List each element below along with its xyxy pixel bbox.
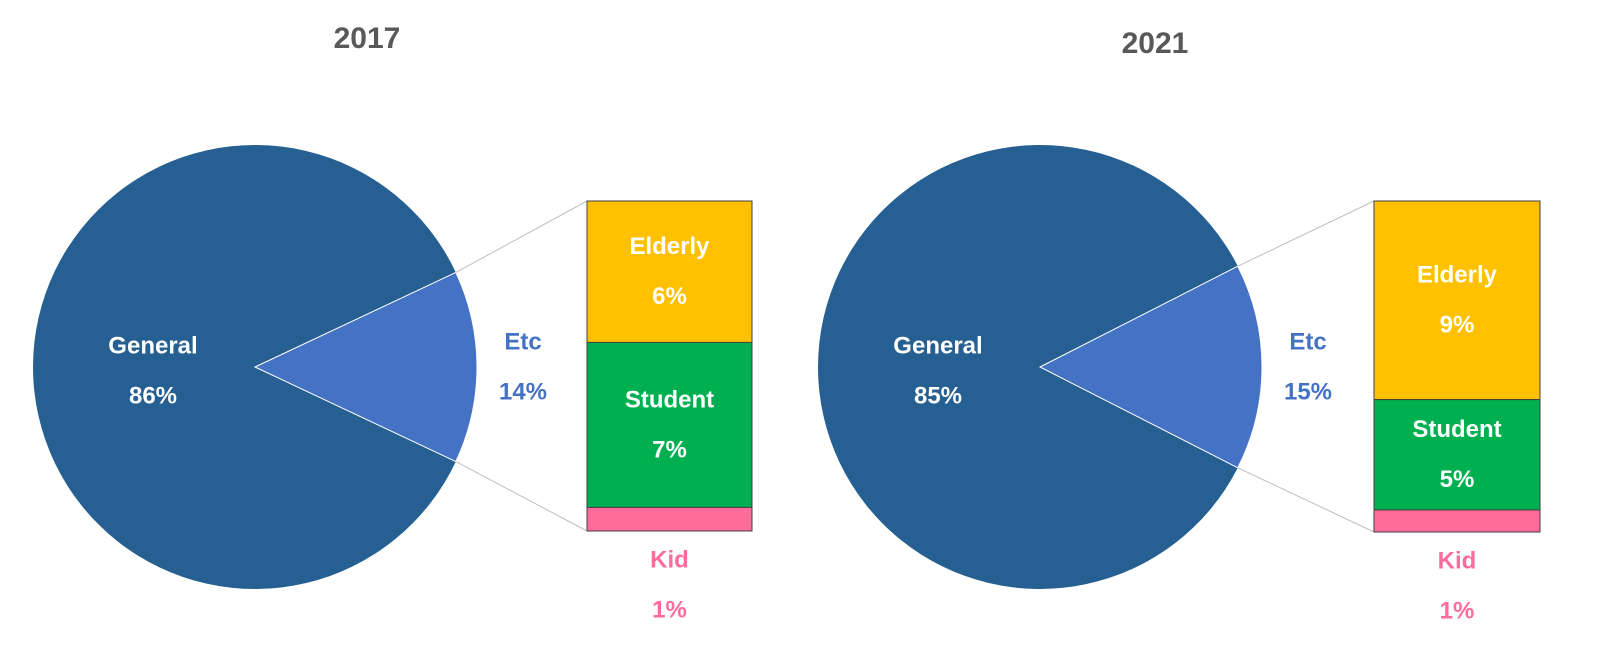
- pie-slice: [33, 145, 456, 589]
- bar-segment: [1373, 399, 1541, 511]
- pie-slice: [1038, 265, 1263, 469]
- segment-label: Kid: [650, 546, 689, 573]
- segment-value-label: 7%: [652, 436, 687, 463]
- chart-title: 2017: [334, 22, 401, 55]
- segment-value-label: 9%: [1440, 312, 1475, 339]
- bar-segment: [1373, 509, 1541, 533]
- connector: [1237, 200, 1375, 267]
- segment-label: Student: [1412, 416, 1501, 443]
- segment-value-label: 1%: [1440, 597, 1475, 624]
- pie-slice: [253, 271, 478, 463]
- bar-segment: [586, 200, 753, 343]
- bar-segment: [586, 341, 753, 508]
- slice-label: General: [893, 332, 982, 359]
- segment-label: Elderly: [629, 233, 710, 260]
- slice-value-label: 86%: [129, 382, 177, 409]
- slice-label: General: [108, 332, 197, 359]
- pie-slice: [818, 145, 1238, 589]
- slice-label: Etc: [504, 328, 541, 355]
- bar-segment: [586, 506, 753, 532]
- connector: [455, 461, 588, 532]
- segment-label: Kid: [1438, 547, 1477, 574]
- bar-segment: [1373, 200, 1541, 401]
- slice-value-label: 85%: [914, 382, 962, 409]
- slice-label: Etc: [1289, 328, 1326, 355]
- chart-title: 2021: [1122, 27, 1189, 60]
- slice-value-label: 14%: [499, 378, 547, 405]
- segment-value-label: 1%: [652, 596, 687, 623]
- segment-value-label: 5%: [1440, 466, 1475, 493]
- slice-value-label: 15%: [1284, 378, 1332, 405]
- segment-label: Student: [625, 386, 714, 413]
- segment-label: Elderly: [1417, 262, 1498, 289]
- segment-value-label: 6%: [652, 283, 687, 310]
- connector: [1237, 467, 1375, 533]
- connector: [455, 200, 588, 273]
